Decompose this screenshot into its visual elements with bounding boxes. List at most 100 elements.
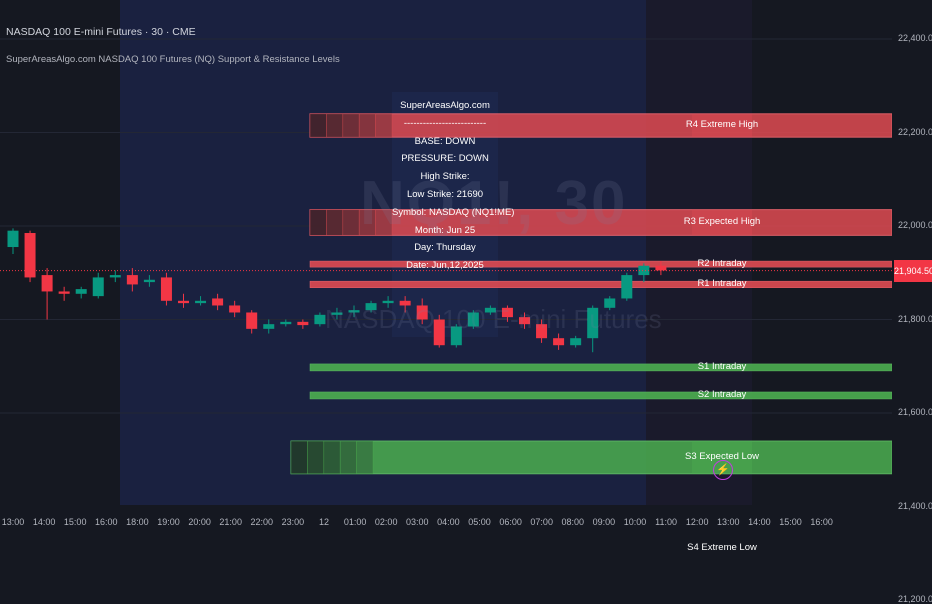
chart-title[interactable]: NASDAQ 100 E-mini Futures · 30 · CME bbox=[6, 26, 196, 38]
level-zone[interactable] bbox=[309, 209, 893, 236]
level-zone-fade-box bbox=[326, 113, 343, 138]
candle-body bbox=[519, 317, 530, 325]
candle bbox=[553, 333, 565, 350]
x-tick-label: 15:00 bbox=[779, 517, 802, 527]
candle bbox=[297, 319, 309, 329]
level-zone-fade-box bbox=[326, 209, 343, 236]
candle-body bbox=[109, 275, 121, 278]
x-tick-label: 02:00 bbox=[374, 517, 398, 527]
watermark-name: NASDAQ 100 E-mini Futures bbox=[325, 304, 662, 334]
candle-body bbox=[467, 312, 479, 327]
info-line-day: Day: Thursday bbox=[414, 242, 476, 254]
candles bbox=[7, 228, 667, 353]
level-label: R3 Expected High bbox=[683, 215, 761, 227]
candle-body bbox=[399, 300, 411, 306]
candle bbox=[365, 300, 377, 313]
candle-body bbox=[280, 321, 292, 325]
candle-body bbox=[604, 298, 616, 308]
level-label: S4 Extreme Low bbox=[687, 542, 757, 554]
x-tick-label: 13:00 bbox=[1, 517, 25, 527]
candle bbox=[7, 228, 19, 255]
x-tick-label: 18:00 bbox=[126, 517, 149, 527]
info-line-brand: SuperAreasAlgo.com bbox=[400, 100, 490, 111]
candle-body bbox=[348, 310, 360, 313]
level-zone[interactable] bbox=[309, 391, 893, 400]
candle bbox=[519, 312, 530, 329]
candle-body bbox=[75, 289, 87, 294]
candle-body bbox=[331, 312, 343, 315]
info-line-symbol: Symbol: NASDAQ (NQ1!ME) bbox=[392, 206, 515, 218]
candle-body bbox=[126, 275, 138, 285]
candle-body bbox=[212, 298, 224, 306]
candle bbox=[536, 319, 548, 343]
candle-body bbox=[246, 312, 258, 329]
x-tick-label: 08:00 bbox=[561, 517, 585, 527]
level-zone[interactable] bbox=[309, 280, 893, 288]
y-tick-label: 21,600.00 bbox=[898, 407, 932, 417]
candle bbox=[399, 296, 411, 313]
candle-body bbox=[501, 307, 513, 318]
level-zone-fade-outline bbox=[356, 440, 374, 475]
candle-body bbox=[92, 277, 104, 297]
level-label: R1 Intraday bbox=[697, 277, 747, 289]
candle-body bbox=[433, 319, 445, 346]
level-zone-fill bbox=[309, 363, 893, 372]
candle-body bbox=[587, 307, 599, 339]
x-tick-label: 22:00 bbox=[250, 517, 274, 527]
candle-body bbox=[570, 338, 582, 346]
candle-body bbox=[143, 279, 155, 283]
level-zone-fade-box bbox=[310, 209, 327, 236]
x-tick-label: 21:00 bbox=[219, 517, 242, 527]
level-label: S3 Expected Low bbox=[685, 450, 759, 462]
y-tick-label: 22,400.00 bbox=[898, 33, 932, 43]
candle bbox=[143, 275, 155, 287]
candle-body bbox=[58, 291, 70, 294]
y-tick-label: 21,800.00 bbox=[898, 313, 932, 324]
candle bbox=[484, 305, 496, 315]
lightning-bolt-icon[interactable]: ⚡ bbox=[713, 460, 733, 480]
x-tick-label: 16:00 bbox=[95, 517, 118, 527]
candle bbox=[280, 319, 292, 327]
level-label: R2 Intraday bbox=[697, 257, 747, 269]
level-zone[interactable] bbox=[309, 363, 893, 372]
level-zone-fade-box bbox=[359, 209, 376, 236]
level-label: S1 Intraday bbox=[697, 360, 747, 372]
candle bbox=[92, 272, 104, 299]
x-tick-label: 12 bbox=[318, 517, 330, 527]
level-zone-fade-box bbox=[323, 441, 341, 474]
info-line-pressure: PRESSURE: DOWN bbox=[401, 153, 489, 165]
level-zone-fill bbox=[309, 391, 893, 400]
x-tick-label: 04:00 bbox=[437, 517, 460, 527]
candle-body bbox=[297, 321, 309, 326]
candle-body bbox=[229, 305, 241, 313]
y-tick-label: 22,000.00 bbox=[898, 220, 932, 230]
y-tick-label: 22,200.00 bbox=[898, 126, 932, 137]
time-axis-area[interactable] bbox=[0, 505, 932, 550]
x-tick-label: 19:00 bbox=[157, 517, 180, 527]
candle bbox=[58, 286, 70, 301]
price-chart[interactable] bbox=[0, 0, 932, 550]
candle-body bbox=[382, 300, 394, 304]
candle-body bbox=[263, 324, 275, 329]
candle bbox=[501, 305, 513, 322]
candle bbox=[109, 270, 121, 283]
x-tick-label: 07:00 bbox=[530, 517, 553, 527]
candle bbox=[41, 268, 53, 320]
level-zone-fade-outline bbox=[375, 209, 393, 236]
session-highlight-right bbox=[646, 0, 752, 505]
candle bbox=[433, 314, 445, 348]
x-tick-label: 11:00 bbox=[655, 517, 678, 527]
candle bbox=[263, 319, 275, 334]
candle bbox=[450, 324, 462, 348]
x-tick-label: 20:00 bbox=[188, 517, 211, 527]
candle-body bbox=[621, 275, 633, 299]
candle bbox=[348, 305, 360, 318]
candle bbox=[382, 296, 394, 308]
level-zone[interactable] bbox=[309, 113, 893, 138]
indicator-title[interactable]: SuperAreasAlgo.com NASDAQ 100 Futures (N… bbox=[6, 54, 340, 65]
level-label-plate bbox=[692, 209, 752, 236]
level-zone-fade-box bbox=[340, 441, 357, 474]
level-zone[interactable] bbox=[290, 440, 893, 475]
x-tick-label: 10:00 bbox=[623, 517, 647, 527]
candle bbox=[75, 286, 87, 299]
